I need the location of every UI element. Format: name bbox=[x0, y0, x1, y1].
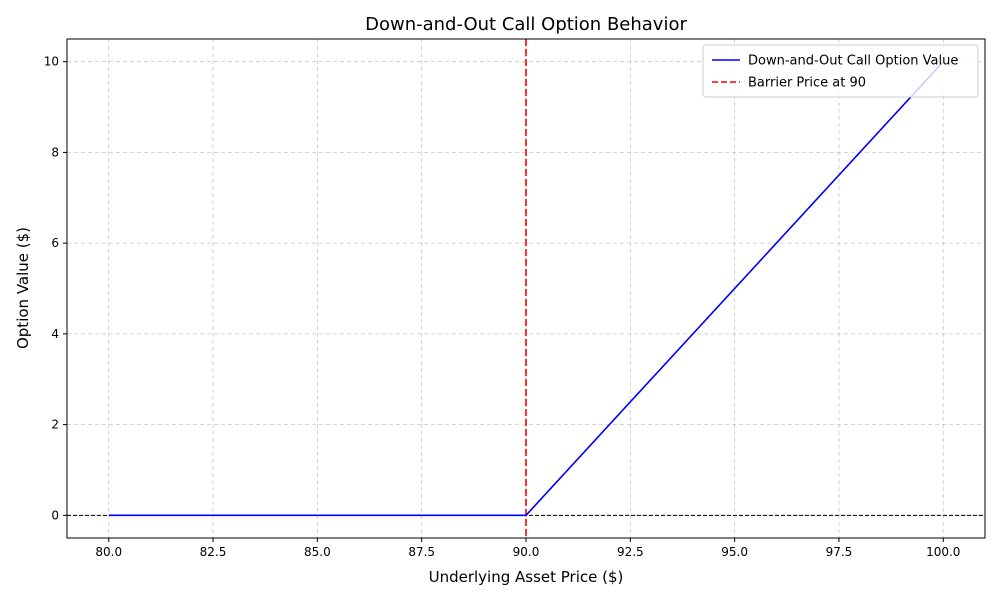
chart-title: Down-and-Out Call Option Behavior bbox=[365, 14, 687, 35]
x-tick-label: 92.5 bbox=[617, 545, 644, 559]
y-tick-label: 8 bbox=[51, 145, 59, 159]
x-tick-label: 82.5 bbox=[200, 545, 227, 559]
x-tick-label: 80.0 bbox=[95, 545, 122, 559]
x-axis-label: Underlying Asset Price ($) bbox=[429, 568, 624, 586]
y-tick-label: 4 bbox=[51, 327, 59, 341]
series bbox=[108, 61, 944, 517]
y-tick-label: 2 bbox=[51, 418, 59, 432]
x-tick-label: 85.0 bbox=[304, 545, 331, 559]
legend-label-series: Down-and-Out Call Option Value bbox=[748, 54, 958, 69]
y-axis-label: Option Value ($) bbox=[14, 227, 32, 349]
x-axis-ticks: 80.0 82.5 85.0 87.5 90.0 92.5 95.0 97.5 100.0 bbox=[95, 538, 960, 559]
legend: Down-and-Out Call Option Value Barrier Pr… bbox=[702, 44, 979, 98]
x-tick-label: 97.5 bbox=[826, 545, 853, 559]
legend-box bbox=[702, 44, 979, 98]
x-tick-label: 95.0 bbox=[721, 545, 748, 559]
x-tick-label: 100.0 bbox=[926, 545, 960, 559]
y-tick-label: 0 bbox=[51, 508, 59, 522]
y-axis-ticks: 0 2 4 6 8 10 bbox=[44, 55, 67, 522]
x-tick-label: 87.5 bbox=[408, 545, 435, 559]
legend-label-barrier: Barrier Price at 90 bbox=[748, 76, 866, 91]
option-value-line bbox=[108, 61, 944, 517]
y-tick-label: 10 bbox=[44, 55, 59, 69]
x-tick-label: 90.0 bbox=[513, 545, 540, 559]
y-tick-label: 6 bbox=[51, 236, 59, 250]
